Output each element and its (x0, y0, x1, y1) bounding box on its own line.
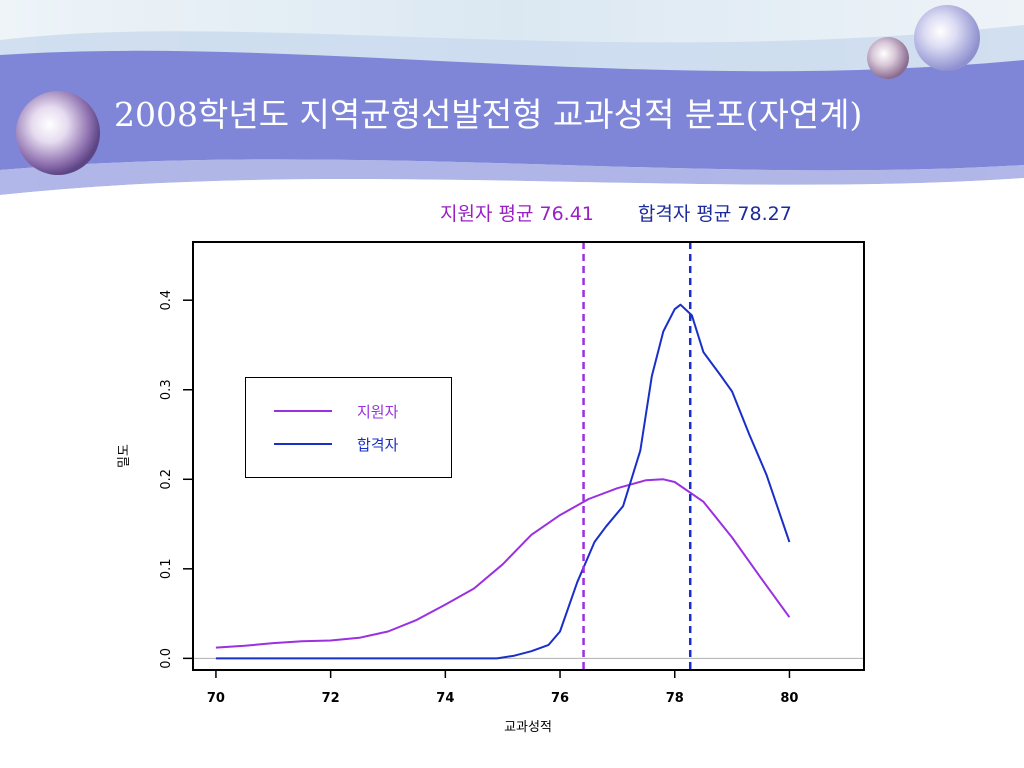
orb-right-decoration (914, 5, 980, 71)
y-axis-label: 밀도 (117, 444, 132, 468)
y-tick-label: 0.2 (159, 469, 174, 490)
title-banner (0, 0, 1024, 215)
orb-left-decoration (16, 91, 100, 175)
series-line-admitted (215, 303, 791, 660)
legend-item-applicant: 지원자 (274, 401, 444, 421)
series-line-applicant (215, 478, 791, 649)
legend-item-admitted: 합격자 (274, 434, 444, 454)
y-tick-label: 0.3 (159, 379, 174, 400)
plot-frame (192, 241, 865, 671)
orb-small-decoration (867, 37, 909, 79)
chart-legend: 지원자 합격자 (245, 377, 452, 478)
applicant-mean-label: 지원자 평균 76.41 (440, 203, 594, 225)
legend-label-applicant: 지원자 (357, 403, 399, 421)
x-tick-label: 72 (322, 691, 340, 706)
mean-annotation: 지원자 평균 76.41 합격자 평균 78.27 (440, 199, 792, 226)
y-tick-label: 0.0 (159, 648, 174, 669)
x-tick-label: 78 (666, 691, 684, 706)
legend-swatch-applicant (274, 410, 332, 412)
x-axis-label: 교과성적 (504, 720, 552, 735)
y-tick-label: 0.1 (159, 558, 174, 579)
legend-label-admitted: 합격자 (357, 436, 399, 454)
x-tick-label: 80 (780, 691, 798, 706)
x-tick-label: 70 (207, 691, 225, 706)
slide-title: 2008학년도 지역균형선발전형 교과성적 분포(자연계) (114, 95, 863, 134)
y-tick-label: 0.4 (159, 290, 174, 311)
legend-swatch-admitted (274, 443, 332, 445)
admitted-mean-label: 합격자 평균 78.27 (637, 203, 792, 225)
x-tick-label: 76 (551, 691, 569, 706)
x-tick-label: 74 (436, 691, 454, 706)
